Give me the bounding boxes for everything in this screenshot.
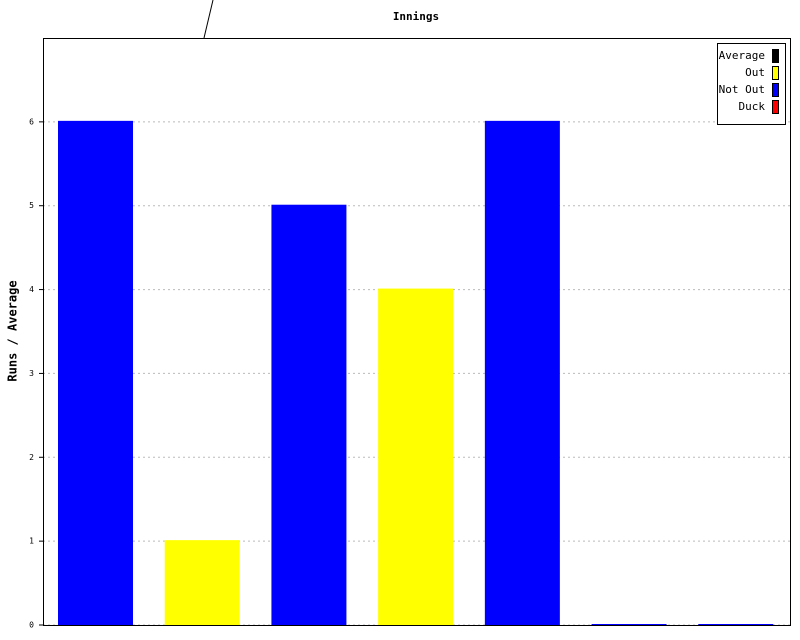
- bar: [164, 540, 240, 625]
- y-tick-label: 2: [29, 453, 34, 462]
- legend-label: Not Out: [719, 83, 765, 96]
- bar: [484, 120, 560, 625]
- y-tick-label: 3: [29, 369, 34, 378]
- bar: [378, 288, 454, 625]
- legend-label: Duck: [739, 100, 766, 113]
- decoration-line: [203, 0, 214, 39]
- legend-label: Average: [719, 49, 765, 62]
- legend-swatch: [772, 66, 779, 80]
- grid: 0 1 2 3 4 5 6: [29, 117, 790, 630]
- y-tick-label: 1: [29, 537, 34, 546]
- bar: [698, 624, 774, 625]
- bar: [591, 624, 667, 625]
- y-tick-label: 5: [29, 201, 34, 210]
- y-tick-label: 0: [29, 621, 34, 630]
- legend-swatch: [772, 49, 779, 63]
- bars: [58, 120, 774, 625]
- legend: Average Out Not Out Duck: [717, 43, 786, 125]
- y-axis-label: Runs / Average: [6, 280, 20, 381]
- bar: [271, 204, 347, 625]
- legend-swatch: [772, 100, 779, 114]
- y-tick-label: 6: [29, 117, 34, 126]
- chart-title: Innings: [393, 10, 439, 23]
- y-tick-label: 4: [29, 285, 34, 294]
- legend-label: Out: [745, 66, 765, 79]
- bar: [58, 120, 133, 625]
- plot-frame: [43, 38, 791, 626]
- legend-swatch: [772, 83, 779, 97]
